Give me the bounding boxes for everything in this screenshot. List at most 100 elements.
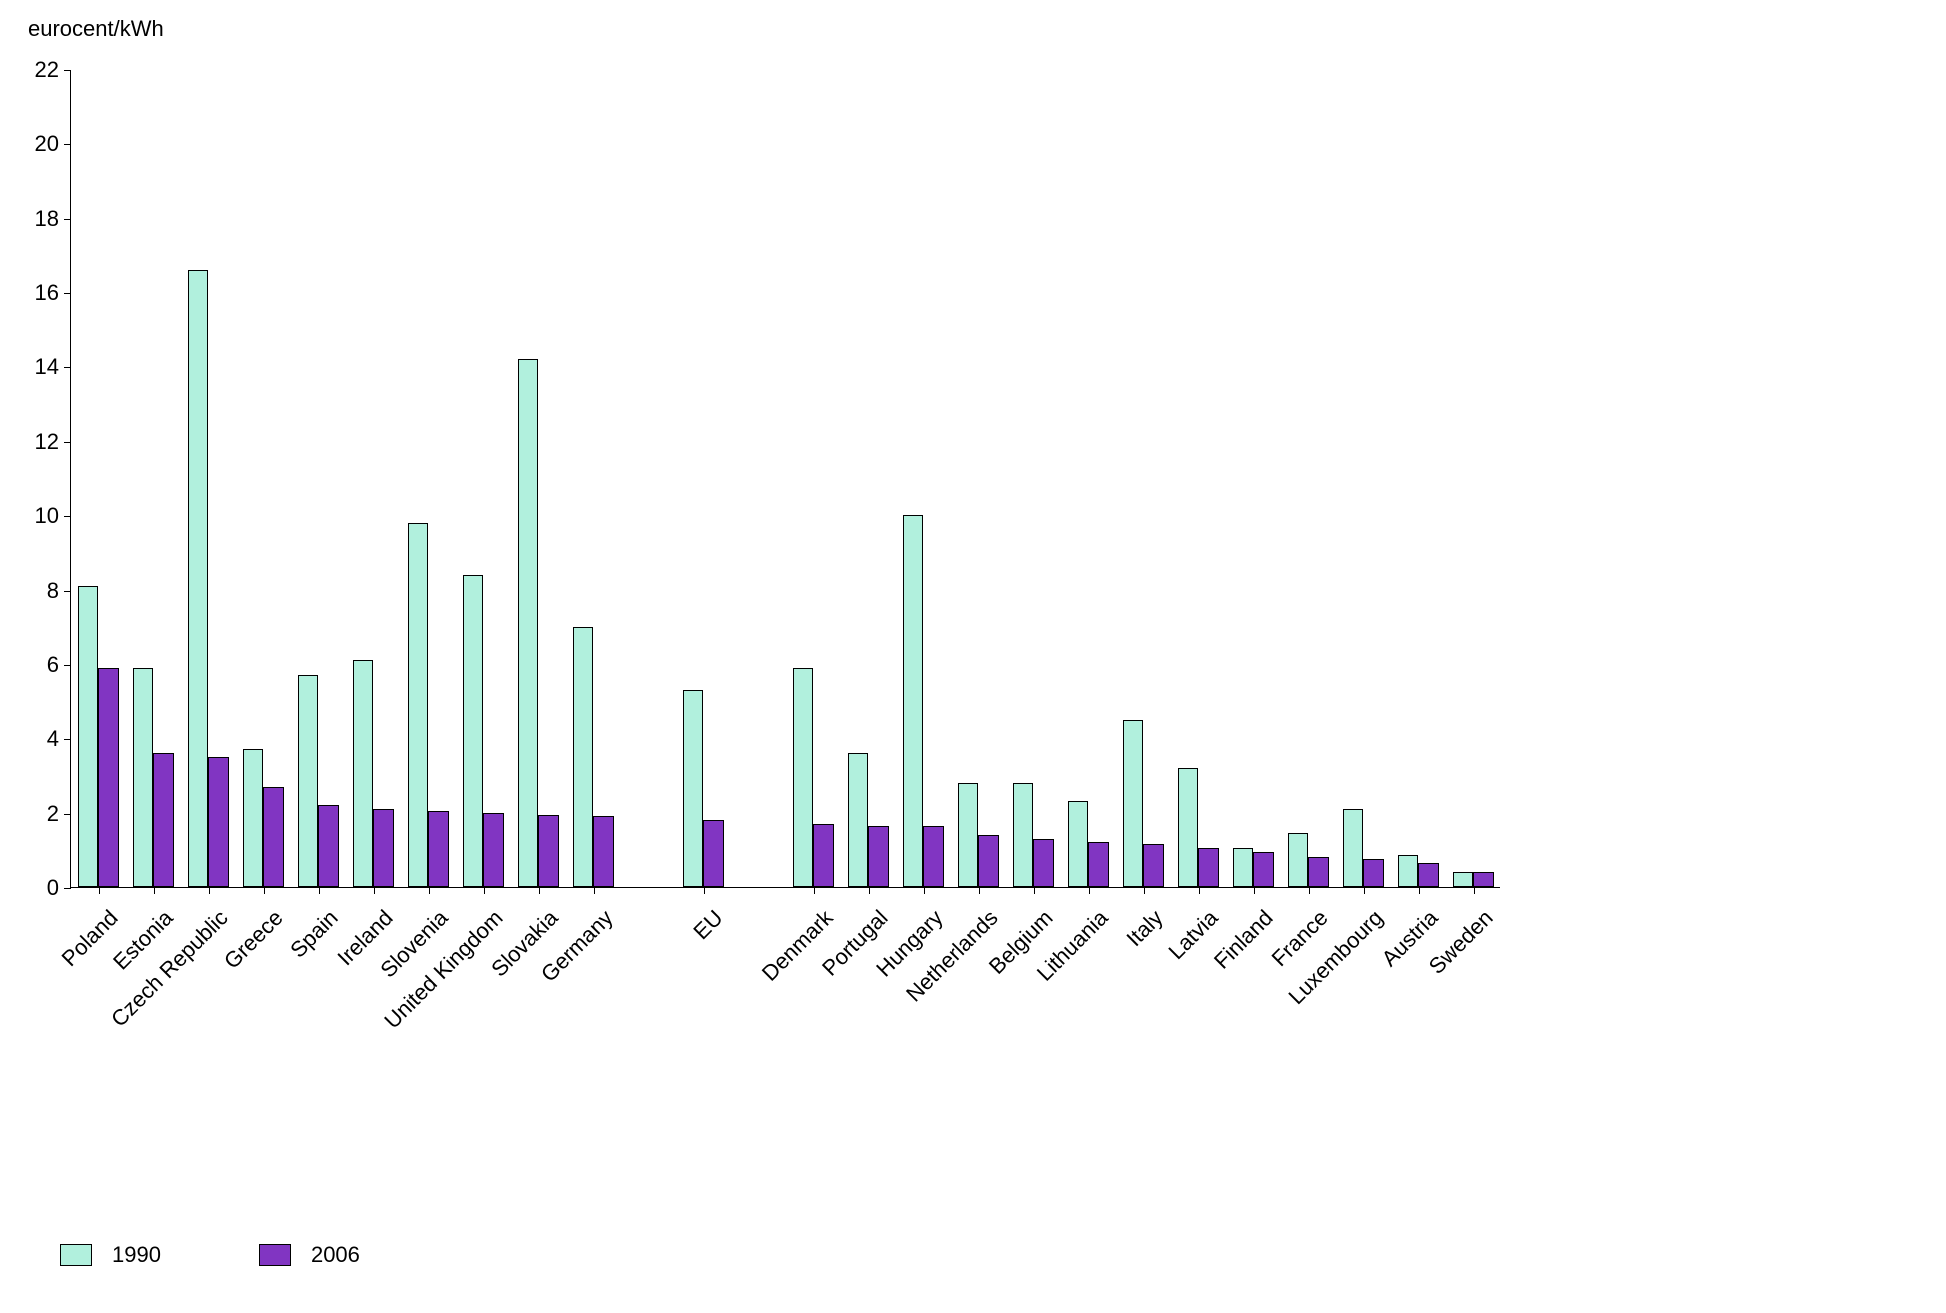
bar — [813, 824, 833, 887]
bar-group — [1398, 70, 1439, 887]
bar — [243, 749, 263, 887]
bar — [408, 523, 428, 887]
y-tick-label: 8 — [47, 578, 71, 604]
x-tick — [209, 887, 210, 894]
bar — [1033, 839, 1053, 887]
x-category-label: Finland — [1208, 905, 1277, 974]
bar — [428, 811, 448, 887]
legend-item: 2006 — [259, 1242, 360, 1268]
y-tick-label: 4 — [47, 726, 71, 752]
bar — [1123, 720, 1143, 887]
bar-group — [353, 70, 394, 887]
bar — [683, 690, 703, 887]
bar — [868, 826, 888, 887]
x-tick — [1089, 887, 1090, 894]
legend-item: 1990 — [60, 1242, 161, 1268]
x-tick — [1419, 887, 1420, 894]
bar-group — [1068, 70, 1109, 887]
x-tick — [704, 887, 705, 894]
y-axis-title: eurocent/kWh — [28, 16, 164, 42]
bar — [1178, 768, 1198, 887]
y-tick-label: 14 — [35, 354, 71, 380]
y-tick-label: 16 — [35, 280, 71, 306]
bar — [518, 359, 538, 887]
bar-group — [1343, 70, 1384, 887]
x-tick — [814, 887, 815, 894]
x-tick — [374, 887, 375, 894]
x-category-label: Greece — [218, 905, 287, 974]
bar — [133, 668, 153, 887]
bar-group — [243, 70, 284, 887]
bar-group — [903, 70, 944, 887]
bar — [208, 757, 228, 887]
bar-group — [518, 70, 559, 887]
bar-group — [573, 70, 614, 887]
bar-group — [78, 70, 119, 887]
y-tick-label: 12 — [35, 429, 71, 455]
bar-group — [463, 70, 504, 887]
x-tick — [594, 887, 595, 894]
bar — [903, 515, 923, 887]
y-tick-label: 10 — [35, 503, 71, 529]
bar — [1198, 848, 1218, 887]
x-tick — [1309, 887, 1310, 894]
bar-group — [958, 70, 999, 887]
plot-area: 0246810121416182022PolandEstoniaCzech Re… — [70, 70, 1500, 888]
bar-group — [683, 70, 724, 887]
bar — [793, 668, 813, 887]
y-tick-label: 2 — [47, 801, 71, 827]
bar — [1363, 859, 1383, 887]
bar-group — [1178, 70, 1219, 887]
x-tick — [1199, 887, 1200, 894]
bar-group — [1013, 70, 1054, 887]
bar-group — [1233, 70, 1274, 887]
bar-group — [188, 70, 229, 887]
bar — [298, 675, 318, 887]
bar-group — [298, 70, 339, 887]
bar — [1143, 844, 1163, 887]
x-tick — [1364, 887, 1365, 894]
x-tick — [154, 887, 155, 894]
bar — [573, 627, 593, 887]
y-tick-label: 18 — [35, 206, 71, 232]
x-tick — [1474, 887, 1475, 894]
bar — [1473, 872, 1493, 887]
x-category-label: EU — [688, 905, 728, 945]
bar — [98, 668, 118, 887]
bar-chart: eurocent/kWh 0246810121416182022PolandEs… — [10, 10, 1946, 1303]
bar — [1308, 857, 1328, 887]
bar — [1088, 842, 1108, 887]
bar — [923, 826, 943, 887]
bar — [1068, 801, 1088, 887]
bar-group — [848, 70, 889, 887]
bar — [848, 753, 868, 887]
x-tick — [1144, 887, 1145, 894]
bar — [593, 816, 613, 887]
bar — [958, 783, 978, 887]
x-tick — [319, 887, 320, 894]
x-tick — [979, 887, 980, 894]
bar — [538, 815, 558, 888]
bar — [703, 820, 723, 887]
bar — [1453, 872, 1473, 887]
y-tick-label: 20 — [35, 131, 71, 157]
bar-group — [1123, 70, 1164, 887]
legend-swatch — [259, 1244, 291, 1266]
bar-group — [408, 70, 449, 887]
bar — [1253, 852, 1273, 887]
bar-group — [793, 70, 834, 887]
y-tick-label: 22 — [35, 57, 71, 83]
x-tick — [264, 887, 265, 894]
bar — [1418, 863, 1438, 887]
bar-group — [133, 70, 174, 887]
x-category-label: Italy — [1121, 905, 1168, 952]
legend-label: 1990 — [112, 1242, 161, 1268]
x-tick — [429, 887, 430, 894]
bar — [1233, 848, 1253, 887]
y-tick-label: 6 — [47, 652, 71, 678]
bar — [153, 753, 173, 887]
x-tick — [869, 887, 870, 894]
x-tick — [484, 887, 485, 894]
bar — [483, 813, 503, 887]
bar-group — [1288, 70, 1329, 887]
